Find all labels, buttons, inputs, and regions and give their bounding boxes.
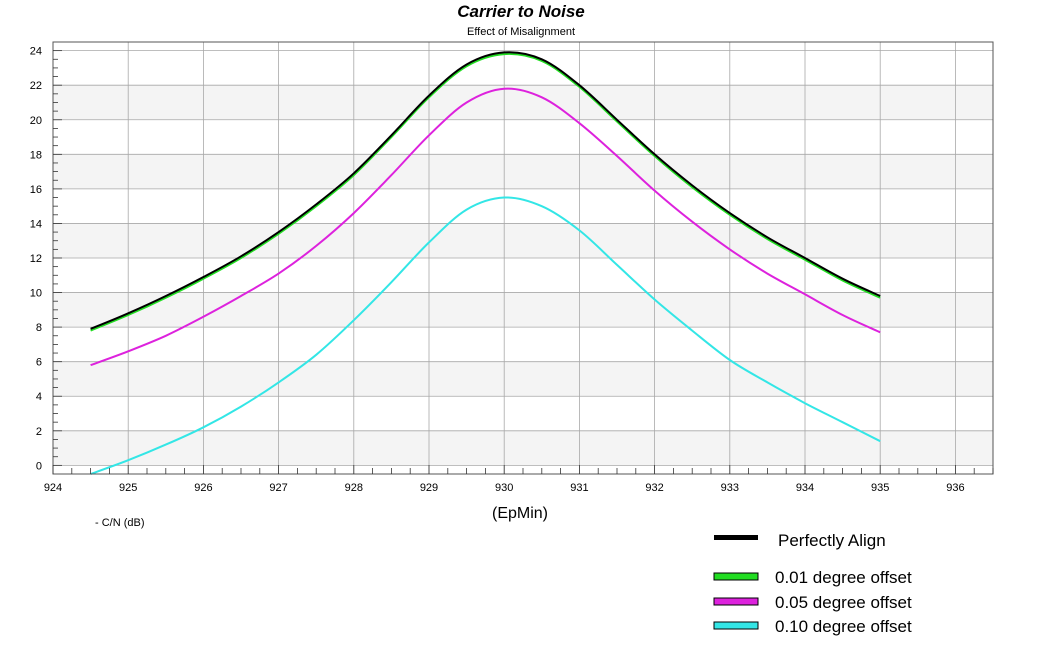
legend-label: 0.05 degree offset (775, 593, 912, 612)
series-lines (90, 51, 881, 475)
y-axis-label: - C/N (dB) (95, 517, 145, 529)
tick-labels: 924 925 926 927 928 929 930 931 932 933 934 935 936 0… (30, 46, 965, 494)
x-tick-label: 929 (420, 482, 438, 494)
series-line (90, 196, 881, 475)
plot-band (53, 292, 993, 328)
legend: Perfectly Align 0.01 degree offset 0.05 de… (713, 531, 912, 636)
y-tick-label: 4 (36, 391, 42, 403)
y-tick-label: 22 (30, 80, 42, 92)
x-tick-label: 927 (269, 482, 287, 494)
plot-band (53, 361, 993, 397)
y-tick-label: 14 (30, 218, 42, 230)
legend-swatch (714, 535, 758, 540)
legend-label: Perfectly Align (778, 531, 886, 550)
y-tick-label: 2 (36, 426, 42, 438)
series-line (90, 52, 881, 332)
plot-bands (53, 85, 993, 466)
series-line (90, 51, 881, 330)
y-tick-label: 20 (30, 115, 42, 127)
x-tick-label: 926 (194, 482, 212, 494)
y-tick-label: 8 (36, 322, 42, 334)
plot-band (53, 430, 993, 466)
x-tick-label: 931 (570, 482, 588, 494)
x-axis-label: (EpMin) (492, 505, 548, 522)
x-tick-label: 925 (119, 482, 137, 494)
y-tick-label: 24 (30, 46, 42, 58)
legend-swatch (713, 621, 759, 630)
legend-swatch (713, 597, 759, 606)
legend-label: 0.10 degree offset (775, 617, 912, 636)
y-tick-label: 10 (30, 288, 42, 300)
x-tick-label: 928 (345, 482, 363, 494)
x-tick-label: 932 (645, 482, 663, 494)
y-tick-label: 6 (36, 357, 42, 369)
y-tick-label: 0 (36, 460, 42, 472)
legend-label: 0.01 degree offset (775, 568, 912, 587)
x-tick-label: 934 (796, 482, 814, 494)
plot-band (53, 223, 993, 258)
plot-band (53, 154, 993, 189)
series-line (90, 87, 881, 367)
chart-subtitle: Effect of Misalignment (467, 26, 575, 38)
grid-lines (52, 42, 993, 474)
x-tick-label: 936 (946, 482, 964, 494)
y-tick-label: 12 (30, 253, 42, 265)
legend-swatch (713, 572, 759, 581)
x-tick-label: 935 (871, 482, 889, 494)
x-tick-label: 924 (44, 482, 62, 494)
axis-ticks (52, 50, 994, 474)
y-tick-label: 16 (30, 184, 42, 196)
x-tick-label: 933 (721, 482, 739, 494)
x-tick-label: 930 (495, 482, 513, 494)
y-tick-label: 18 (30, 149, 42, 161)
chart-title: Carrier to Noise (457, 2, 585, 21)
